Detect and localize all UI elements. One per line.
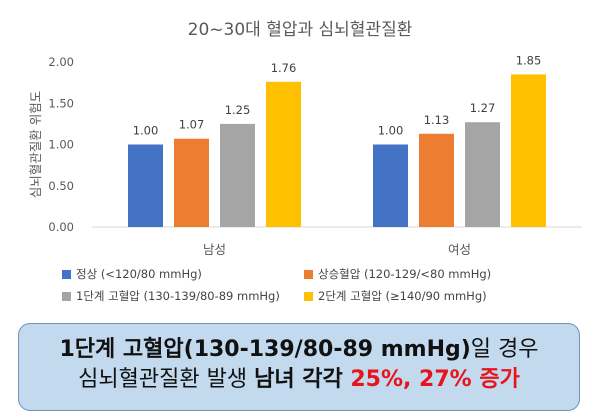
legend-item-stage2: 2단계 고혈압 (≥140/90 mmHg) (304, 288, 487, 304)
legend-label-stage2: 2단계 고혈압 (≥140/90 mmHg) (318, 289, 487, 303)
legend-label-normal: 정상 (<120/80 mmHg) (76, 267, 202, 281)
x-tick-label: 남성 (203, 242, 226, 257)
bar (419, 133, 454, 227)
legend-item-elevated: 상승혈압 (120-129/<80 mmHg) (304, 266, 491, 282)
summary-callout: 1단계 고혈압(130-139/80-89 mmHg)일 경우 심뇌혈관질환 발… (18, 323, 580, 411)
y-tick-label: 1.50 (48, 96, 74, 110)
callout-condition-suffix: 일 경우 (470, 337, 539, 362)
legend-label-stage1: 1단계 고혈압 (130-139/80-89 mmHg) (76, 289, 280, 303)
chart-title: 20~30대 혈압과 심뇌혈관질환 (188, 20, 413, 40)
data-label: 1.07 (179, 118, 205, 132)
callout-line-1: 1단계 고혈압(130-139/80-89 mmHg)일 경우 (19, 335, 579, 365)
data-label: 1.27 (470, 101, 496, 115)
bar (511, 74, 546, 227)
y-tick-label: 0.00 (48, 220, 74, 234)
y-tick-label: 2.00 (48, 55, 74, 69)
legend-swatch-stage1 (62, 291, 71, 301)
bar (220, 123, 255, 227)
legend-label-elevated: 상승혈압 (120-129/<80 mmHg) (318, 267, 492, 281)
legend-swatch-elevated (304, 269, 313, 279)
legend-item-stage1: 1단계 고혈압 (130-139/80-89 mmHg) (62, 288, 280, 304)
data-label: 1.85 (516, 53, 542, 67)
legend-item-normal: 정상 (<120/80 mmHg) (62, 266, 202, 282)
x-tick-label: 여성 (448, 242, 471, 257)
y-tick-label: 1.00 (48, 138, 74, 152)
data-label: 1.13 (424, 113, 450, 127)
y-tick-label: 0.50 (48, 179, 74, 193)
data-label: 1.00 (133, 124, 159, 138)
callout-bold-condition: 1단계 고혈압(130-139/80-89 mmHg) (59, 337, 471, 362)
bar (465, 122, 500, 227)
data-label: 1.25 (225, 103, 251, 117)
callout-gender-text: 남녀 각각 (254, 367, 351, 392)
bar (266, 81, 301, 227)
data-label: 1.76 (271, 61, 297, 75)
callout-increase-text: 25%, 27% 증가 (350, 367, 520, 392)
data-label: 1.00 (378, 124, 404, 138)
callout-outcome-text: 심뇌혈관질환 발생 (78, 367, 255, 392)
bar (128, 144, 163, 227)
y-axis-label: 심뇌혈관질환 위험도 (28, 91, 43, 198)
legend-swatch-stage2 (304, 291, 313, 301)
legend-swatch-normal (62, 269, 71, 279)
bar (373, 144, 408, 227)
callout-line-2: 심뇌혈관질환 발생 남녀 각각 25%, 27% 증가 (19, 365, 579, 395)
bar (174, 138, 209, 227)
